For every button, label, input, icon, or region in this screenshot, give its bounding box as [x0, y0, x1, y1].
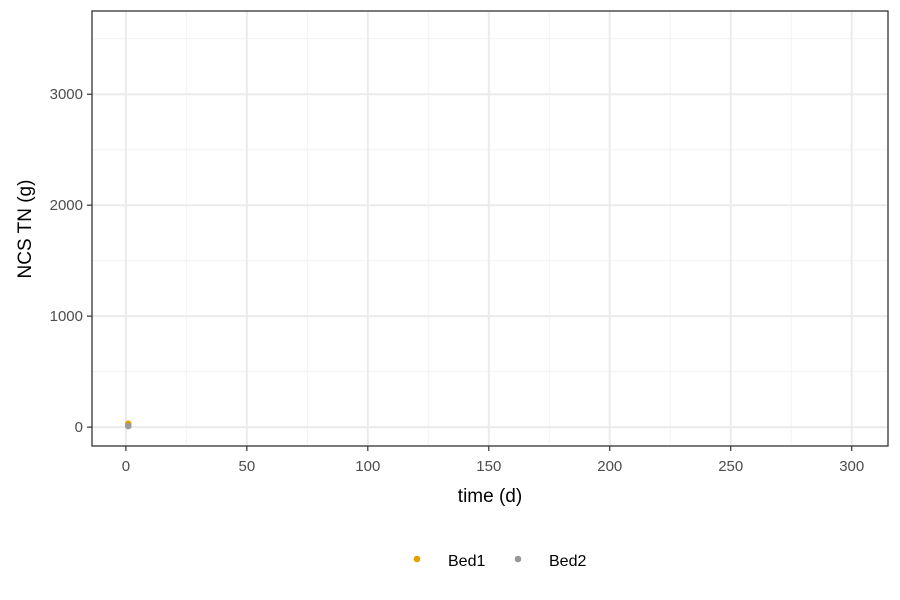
x-tick-label: 0 [122, 458, 130, 475]
x-tick-label: 200 [597, 458, 622, 475]
legend-key-bed1 [413, 555, 421, 563]
y-tick-label: 0 [75, 419, 83, 436]
x-tick-label: 150 [476, 458, 501, 475]
data-point-bed2 [124, 422, 132, 430]
legend-key-bed2 [514, 555, 522, 563]
x-tick-label: 300 [839, 458, 864, 475]
x-axis-title: time (d) [458, 486, 522, 507]
plot-panel-border [91, 10, 889, 447]
x-tick-label: 100 [355, 458, 380, 475]
minor-gridlines [92, 11, 888, 446]
y-tick-label: 2000 [50, 197, 83, 214]
legend: Bed1 Bed2 [413, 553, 586, 570]
legend-label-bed2: Bed2 [549, 553, 586, 570]
data-points [124, 420, 132, 430]
x-tick-label: 50 [239, 458, 256, 475]
plot-panel [92, 11, 888, 446]
y-tick-label: 3000 [50, 86, 83, 103]
y-axis-title: NCS TN (g) [15, 180, 36, 279]
legend-label-bed1: Bed1 [448, 553, 485, 570]
major-gridlines [92, 11, 888, 446]
y-tick-label: 1000 [50, 308, 83, 325]
x-tick-label: 250 [718, 458, 743, 475]
x-axis-ticks: 0 50 100 150 200 250 300 [122, 446, 864, 475]
y-axis-ticks: 0 1000 2000 3000 [50, 86, 92, 436]
